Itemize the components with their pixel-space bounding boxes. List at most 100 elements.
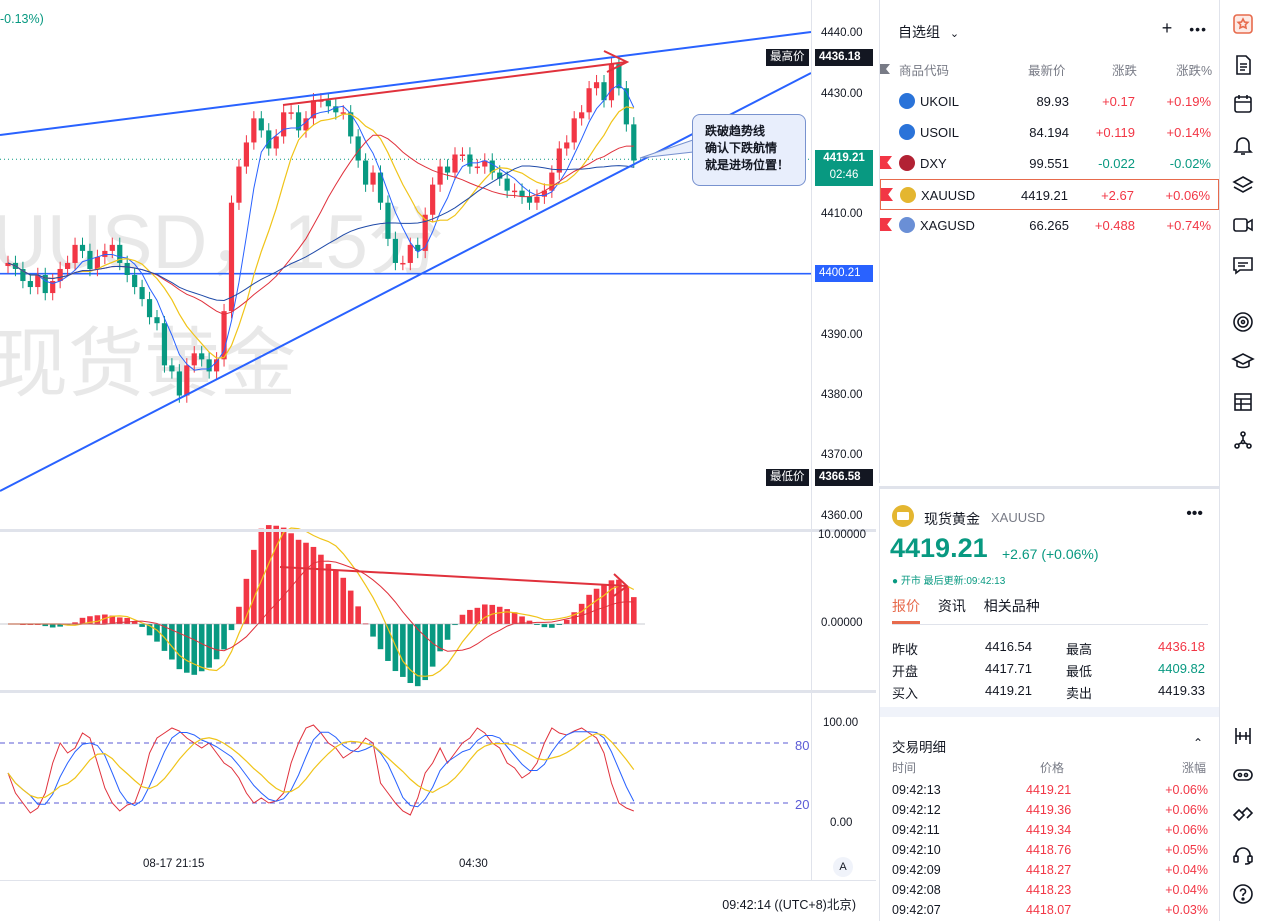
macd-histogram-bar — [429, 624, 436, 667]
high-tag-value: 4436.18 — [815, 49, 873, 66]
chevron-up-icon[interactable]: ⌃ — [1192, 736, 1203, 750]
watchlist-symbol: UKOIL — [920, 94, 960, 109]
watchlist-price: 66.265 — [1029, 218, 1069, 233]
support-icon[interactable] — [1231, 843, 1255, 867]
candle-body — [579, 112, 585, 119]
watchlist-symbol: XAUUSD — [921, 188, 976, 203]
tab-related[interactable]: 相关品种 — [983, 598, 1040, 614]
watchlist-change: +0.488 — [1094, 218, 1135, 233]
education-icon[interactable] — [1231, 350, 1255, 374]
macd-histogram-bar — [437, 624, 443, 652]
chart-canvas[interactable] — [0, 0, 876, 880]
last-price: 4419.21 — [890, 533, 988, 563]
oil-icon — [899, 93, 915, 109]
macd-histogram-bar — [407, 624, 414, 684]
watchlist-actions: + ••• — [1150, 18, 1207, 39]
flag-column-icon — [880, 64, 890, 74]
macd-signal-line — [8, 560, 634, 652]
chat-icon[interactable] — [1231, 253, 1255, 277]
macd-histogram-bar — [102, 614, 108, 624]
macd-axis-label: 10.00000 — [818, 529, 866, 541]
watchlist-group-selector[interactable]: 自选组 ⌄ — [898, 22, 959, 42]
alert-icon[interactable] — [1231, 133, 1255, 157]
col-change[interactable]: 涨跌 — [1112, 64, 1138, 78]
chart-area[interactable]: UUSD，15分 现货黄金 -0.13%) 4440.00 4430.00 44… — [0, 0, 876, 921]
candle-body — [363, 160, 369, 185]
candle-body — [79, 244, 86, 251]
candle-body — [474, 166, 480, 169]
tab-news[interactable]: 资讯 — [937, 598, 966, 614]
candle-body — [549, 172, 555, 191]
handshake-icon[interactable] — [1231, 803, 1255, 827]
trade-pct: +0.04% — [1165, 883, 1208, 897]
macd-histogram-bar — [176, 624, 183, 670]
candle-body — [102, 250, 108, 257]
flag-icon[interactable] — [880, 218, 892, 231]
watchlist-row[interactable]: UKOIL 89.93 +0.17 +0.19% — [880, 86, 1219, 117]
time-axis[interactable]: 08-17 21:15 04:30 — [0, 848, 811, 880]
candle-body — [214, 359, 220, 372]
trade-time: 09:42:13 — [892, 783, 941, 797]
candle-body — [444, 166, 451, 173]
ideas-icon[interactable] — [1231, 763, 1255, 787]
col-price[interactable]: 最新价 — [1028, 64, 1066, 78]
watchlist-row[interactable]: XAGUSD 66.265 +0.488 +0.74% — [880, 210, 1219, 241]
pane-separator-macd[interactable] — [0, 529, 876, 532]
watchlist-row[interactable]: DXY 99.551 -0.022 -0.02% — [880, 148, 1219, 179]
macd-histogram-bar — [541, 624, 548, 628]
macd-histogram-bar — [206, 624, 212, 668]
macd-histogram-bar — [325, 563, 332, 624]
watchlist-row[interactable]: USOIL 84.194 +0.119 +0.14% — [880, 117, 1219, 148]
trade-price: 4418.27 — [1026, 863, 1072, 877]
video-icon[interactable] — [1231, 213, 1255, 237]
candle-body — [422, 214, 428, 251]
pane-separator-stoch[interactable] — [0, 690, 876, 693]
macd-histogram-bar — [258, 528, 265, 624]
trade-pct: +0.06% — [1165, 823, 1208, 837]
tab-quote[interactable]: 报价 — [892, 598, 920, 614]
stat-value: 4419.33 — [1158, 683, 1205, 698]
candle-body — [206, 359, 212, 372]
macd-histogram-bar — [333, 570, 339, 624]
stat-label: 昨收 — [892, 642, 919, 657]
macd-divergence-arrow — [279, 566, 628, 587]
macd-histogram-bar — [534, 624, 540, 625]
macd-histogram-bar — [213, 624, 220, 660]
flag-icon[interactable] — [880, 156, 892, 169]
macd-histogram-bar — [563, 619, 570, 624]
symbol-details-panel: 现货黄金 XAUUSD ••• 4419.21 +2.67 (+0.06%) ●… — [879, 486, 1220, 921]
flag-icon[interactable] — [881, 188, 893, 201]
help-icon[interactable] — [1231, 882, 1255, 906]
macd-histogram-bar — [556, 624, 563, 625]
macd-histogram-bar — [87, 616, 93, 624]
candle-body — [176, 371, 182, 396]
watchlist-icon[interactable] — [1231, 12, 1255, 36]
clock[interactable]: 09:42:14 ((UTC+8)北京) — [722, 898, 856, 912]
calendar-icon[interactable] — [1231, 92, 1255, 116]
target-icon[interactable] — [1231, 310, 1255, 334]
time-axis-label: 04:30 — [459, 858, 488, 870]
col-pct[interactable]: 涨跌% — [1176, 64, 1213, 78]
candle-body — [72, 244, 78, 263]
trade-time: 09:42:07 — [892, 903, 941, 917]
horizontal-line-tag[interactable]: 4400.21 — [815, 265, 873, 282]
candle-body — [437, 166, 443, 185]
more-icon[interactable]: ••• — [1189, 21, 1207, 37]
data-window-icon[interactable] — [1231, 724, 1255, 748]
watchlist-row[interactable]: XAUUSD 4419.21 +2.67 +0.06% — [880, 179, 1219, 210]
layers-icon[interactable] — [1231, 173, 1255, 197]
plus-icon[interactable]: + — [1161, 18, 1173, 38]
more-icon[interactable]: ••• — [1186, 505, 1203, 522]
price-axis-label: 4390.00 — [821, 329, 863, 341]
stoch-level-20: 20 — [795, 797, 810, 812]
news-icon[interactable] — [1231, 53, 1255, 77]
network-icon[interactable] — [1231, 428, 1255, 452]
table-icon[interactable] — [1231, 390, 1255, 414]
col-symbol[interactable]: 商品代码 — [899, 64, 950, 78]
candle-body — [20, 268, 26, 282]
callout-annotation[interactable]: 跌破趋势线 确认下跌航情 就是进场位置！ — [692, 114, 806, 186]
candle-body — [556, 148, 562, 173]
stoch-axis-label: 0.00 — [830, 817, 853, 829]
candle-body — [266, 130, 272, 149]
auto-scale-button[interactable]: A — [833, 857, 853, 877]
